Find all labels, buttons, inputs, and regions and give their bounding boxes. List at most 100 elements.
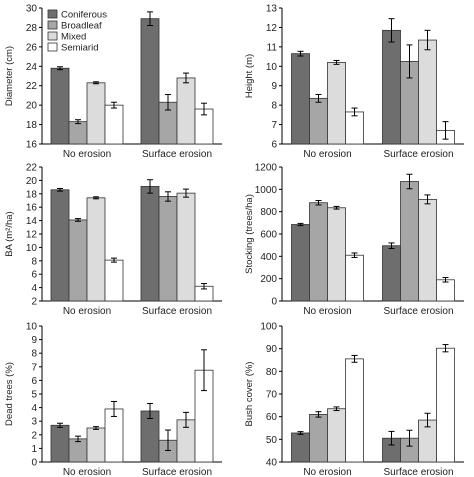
legend-label-semiarid: Semiarid: [61, 43, 99, 54]
y-tick-label: 16: [26, 203, 38, 214]
y-tick-label: 1: [31, 444, 37, 455]
x-category-label: No erosion: [303, 149, 351, 160]
y-tick-label: 100: [260, 322, 277, 333]
bar-semiarid-surface-erosion: [436, 347, 455, 463]
x-category-label: Surface erosion: [383, 306, 453, 317]
x-category-label: Surface erosion: [142, 149, 212, 160]
bar-broadleaf-no-erosion: [68, 219, 88, 302]
legend-swatch-semiarid: [47, 42, 58, 52]
bar-mixed-no-erosion: [327, 62, 346, 145]
y-tick-label: 14: [26, 216, 38, 227]
bar-broadleaf-no-erosion: [68, 121, 88, 145]
bar-mixed-no-erosion: [86, 197, 106, 302]
y-tick-label: 5: [31, 390, 37, 401]
y-axis-title: Height (m): [244, 54, 255, 98]
y-tick-label: 26: [26, 42, 38, 53]
y-tick-label: 24: [26, 62, 38, 73]
y-tick-label: 8: [31, 349, 37, 360]
y-tick-label: 2: [31, 430, 37, 441]
chart-panel-2: 6 7 8 9 10 11 12 13 Height (m) No erosion Surface …: [244, 4, 464, 160]
y-tick-label: 60: [266, 412, 278, 423]
bar-broadleaf-no-erosion: [68, 438, 88, 463]
bar-mixed-surface-erosion: [176, 77, 196, 145]
y-tick-label: 4: [31, 403, 37, 414]
y-tick-label: 12: [26, 230, 38, 241]
legend-label-coniferous: Coniferous: [61, 10, 107, 21]
bar-semiarid-no-erosion: [104, 259, 124, 302]
y-tick-label: 400: [260, 252, 277, 263]
y-tick-label: 20: [26, 176, 38, 187]
y-tick-label: 800: [260, 207, 277, 218]
bar-mixed-surface-erosion: [176, 192, 196, 302]
y-tick-label: 90: [266, 344, 278, 355]
bar-mixed-no-erosion: [86, 427, 106, 463]
bar-broadleaf-no-erosion: [309, 97, 328, 145]
y-tick-label: 18: [26, 120, 38, 131]
bar-mixed-no-erosion: [327, 207, 346, 302]
y-tick-label: 20: [26, 101, 38, 112]
legend-swatch-mixed: [47, 31, 58, 41]
x-category-label: No erosion: [63, 149, 111, 160]
y-tick-label: 8: [271, 101, 277, 112]
y-tick-label: 18: [26, 189, 38, 200]
chart-panel-3: 2 4 6 8 10 12 14 16 18 20 22 BA (m²/ha) No erosion Su…: [4, 163, 222, 317]
y-tick-label: 80: [266, 367, 278, 378]
x-category-label: No erosion: [63, 306, 111, 317]
y-tick-label: 28: [26, 23, 38, 34]
y-tick-label: 6: [31, 376, 37, 387]
bar-broadleaf-no-erosion: [309, 413, 328, 463]
bar-coniferous-surface-erosion: [382, 29, 401, 145]
bar-broadleaf-no-erosion: [309, 202, 328, 302]
y-tick-label: 16: [26, 140, 38, 151]
chart-panel-4: 0 200 400 600 800 1000 1200 Stocking (trees/ha)…: [244, 163, 464, 317]
bar-mixed-no-erosion: [86, 82, 106, 145]
bar-semiarid-no-erosion: [345, 111, 364, 145]
bar-coniferous-no-erosion: [291, 53, 310, 145]
bar-coniferous-no-erosion: [291, 432, 310, 463]
bar-coniferous-no-erosion: [50, 67, 70, 145]
y-tick-label: 22: [26, 81, 38, 92]
y-tick-label: 70: [266, 390, 278, 401]
y-axis-title: Stocking (trees/ha): [244, 194, 255, 274]
y-tick-label: 10: [26, 243, 38, 254]
y-tick-label: 7: [31, 362, 37, 373]
y-tick-label: 40: [266, 458, 278, 469]
chart-panel-1: 16 18 20 22 24 26 28 30 Diameter (cm) No erosion S…: [4, 4, 222, 160]
y-tick-label: 8: [31, 256, 37, 267]
y-tick-label: 600: [260, 230, 277, 241]
bar-coniferous-surface-erosion: [382, 245, 401, 302]
y-tick-label: 50: [266, 435, 278, 446]
bar-coniferous-surface-erosion: [140, 18, 160, 145]
bar-semiarid-surface-erosion: [436, 279, 455, 302]
y-tick-label: 10: [26, 322, 38, 333]
y-axis-title: Dead trees (%): [4, 362, 15, 426]
y-tick-label: 200: [260, 274, 277, 285]
chart-panel-6: 40 50 60 70 80 90 100 Bush cover (%) No erosion S…: [244, 322, 464, 477]
y-tick-label: 6: [271, 140, 277, 151]
y-tick-label: 3: [31, 417, 37, 428]
chart-panel-5: 0 1 2 3 4 5 6 7 8 9 10 Dead trees (%) No erosion Surf…: [4, 322, 222, 477]
y-tick-label: 0: [31, 458, 37, 469]
y-tick-label: 1200: [255, 163, 278, 174]
legend-swatch-broadleaf: [47, 20, 58, 30]
y-tick-label: 6: [31, 270, 37, 281]
bar-mixed-surface-erosion: [418, 39, 437, 145]
bar-broadleaf-surface-erosion: [400, 181, 419, 302]
x-category-label: Surface erosion: [383, 149, 453, 160]
x-category-label: No erosion: [63, 467, 111, 477]
y-tick-label: 22: [26, 163, 38, 174]
x-category-label: No erosion: [303, 306, 351, 317]
y-tick-label: 13: [266, 4, 278, 15]
y-tick-label: 12: [266, 23, 278, 34]
y-axis-title: Diameter (cm): [4, 46, 15, 106]
bar-semiarid-no-erosion: [345, 254, 364, 302]
y-tick-label: 9: [271, 81, 277, 92]
legend-swatch-coniferous: [47, 9, 58, 19]
bar-coniferous-no-erosion: [291, 224, 310, 302]
bar-mixed-surface-erosion: [418, 198, 437, 302]
legend-label-broadleaf: Broadleaf: [61, 21, 102, 32]
bar-semiarid-no-erosion: [345, 358, 364, 463]
x-category-label: No erosion: [303, 467, 351, 477]
